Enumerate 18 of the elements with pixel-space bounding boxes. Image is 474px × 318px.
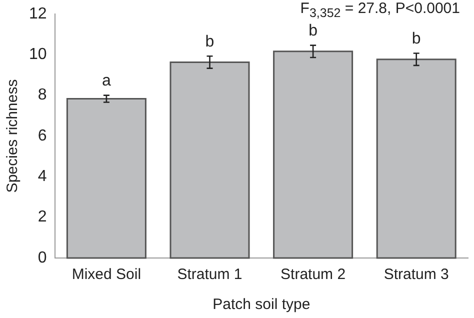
y-tick-label: 0 [38,249,47,266]
y-tick-label: 6 [38,127,47,144]
annotation: b [308,22,318,40]
y-tick-label: 10 [29,46,47,64]
y-tick-label: 4 [38,168,47,186]
x-tick-label: Stratum 3 [384,266,449,284]
x-tick-label: Stratum 1 [177,266,242,284]
y-tick-label: 12 [29,5,47,22]
annotation: b [205,33,214,50]
x-tick-label: Mixed Soil [72,266,142,284]
annotation: b [412,30,421,48]
x-axis-title: Patch soil type [212,296,310,314]
y-axis-title: Species richness [4,79,22,193]
x-tick-label: Stratum 2 [280,266,346,284]
annotation: a [102,72,111,90]
annotation: F$_{3,352}$ = 27.8, P<0.0001 [300,0,460,20]
y-tick-label: 2 [38,208,47,226]
y-tick-label: 8 [38,86,47,104]
